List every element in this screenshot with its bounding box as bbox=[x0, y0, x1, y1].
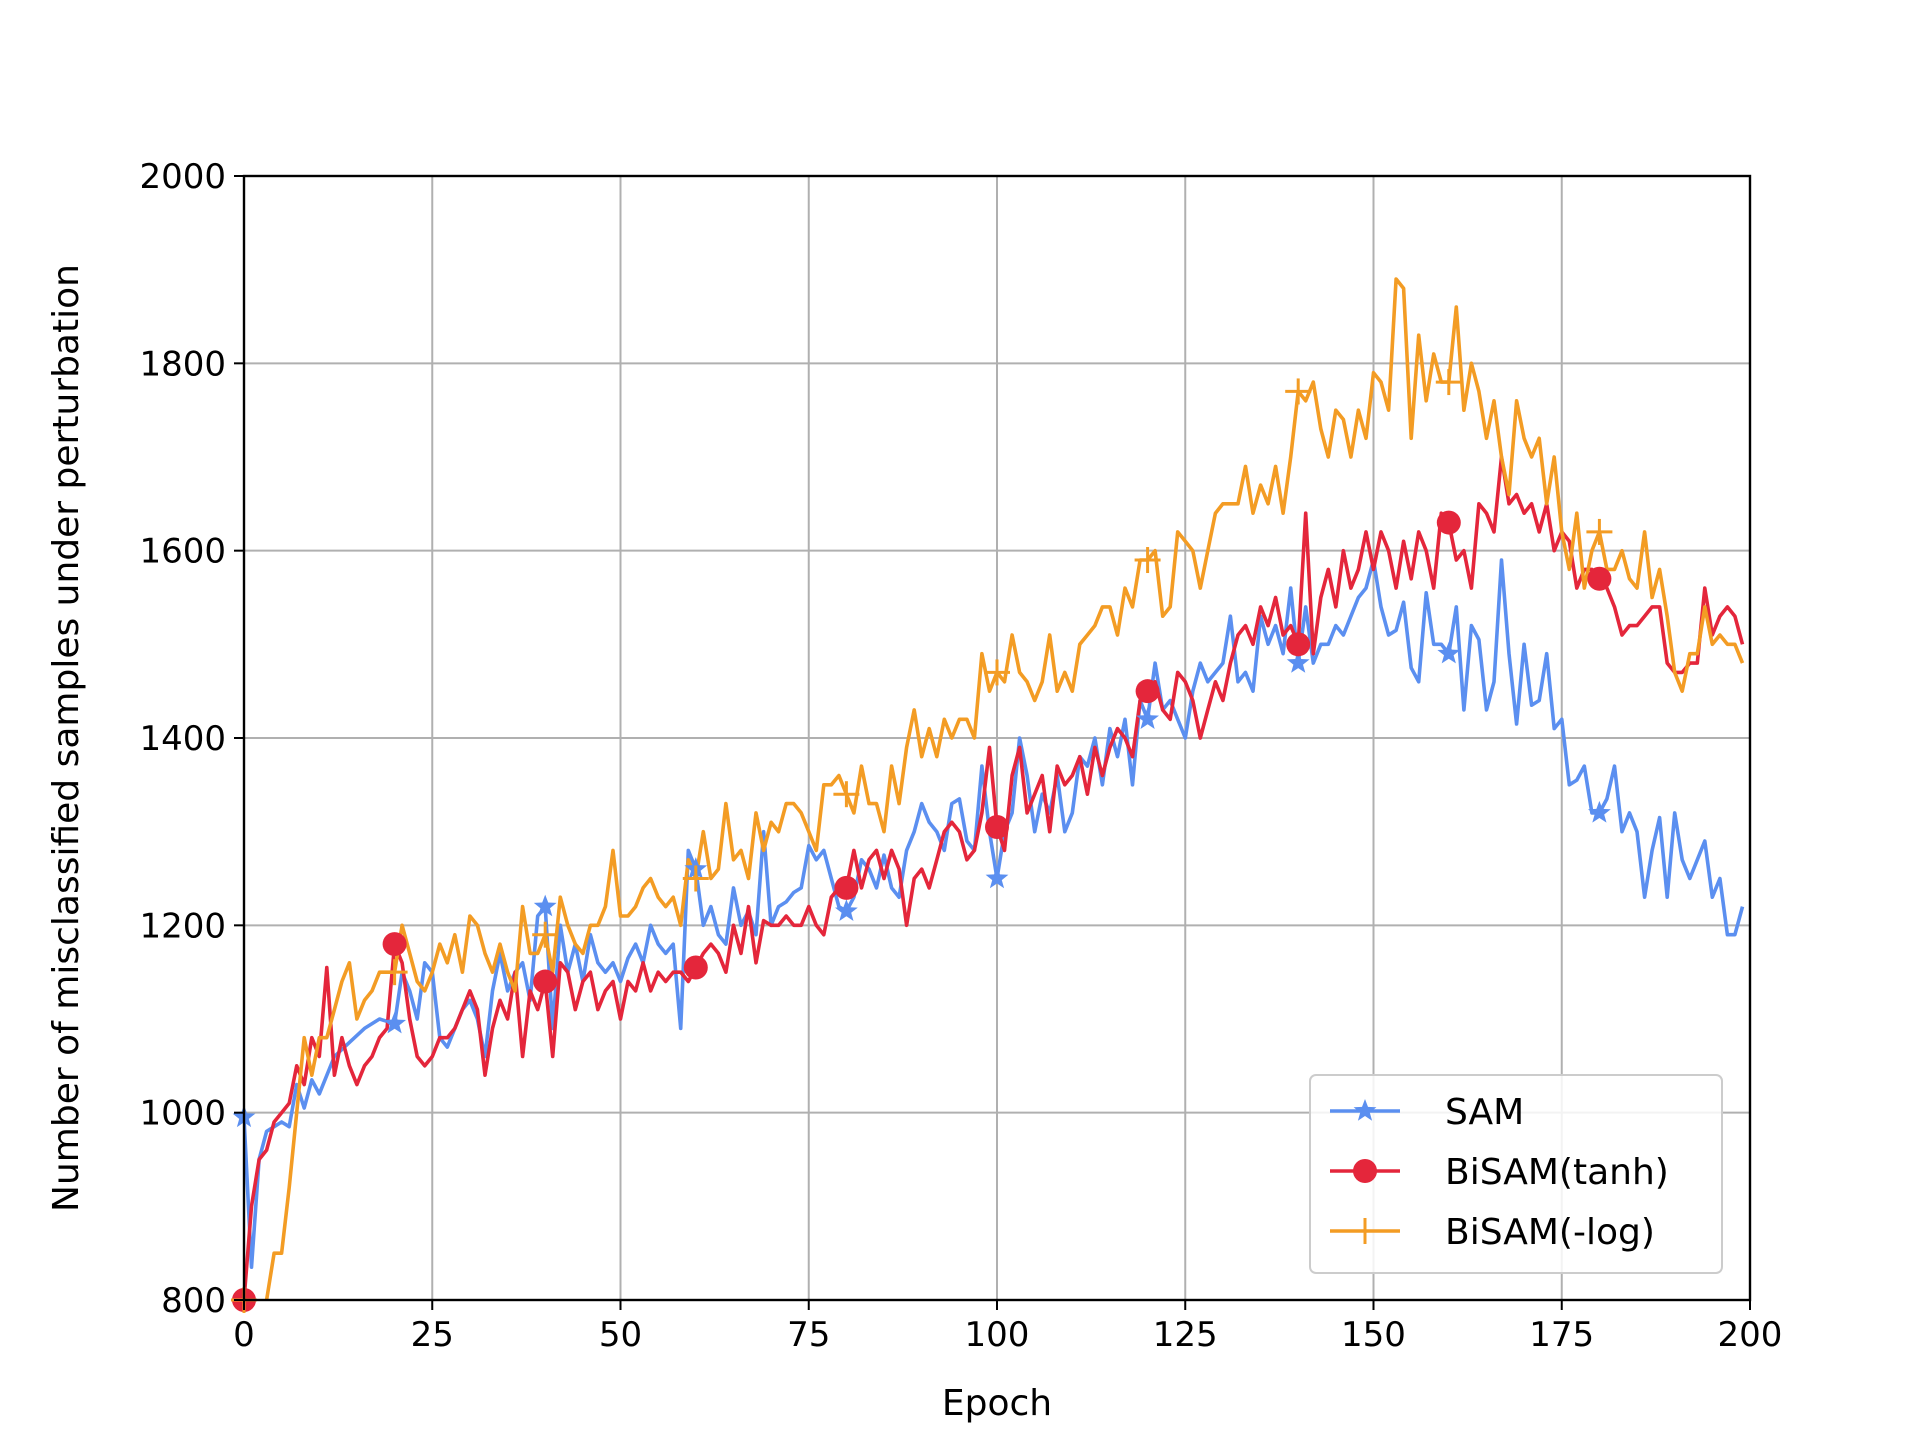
x-axis-label: Epoch bbox=[942, 1383, 1052, 1424]
series-2-marker bbox=[1586, 518, 1613, 545]
legend-item: BiSAM(-log) bbox=[1330, 1212, 1655, 1253]
legend-item: BiSAM(tanh) bbox=[1330, 1152, 1669, 1193]
series-1-marker bbox=[1286, 632, 1311, 657]
x-tick-label: 200 bbox=[1718, 1315, 1783, 1355]
legend-marker bbox=[1353, 1159, 1377, 1183]
series-1-marker bbox=[1587, 566, 1612, 591]
series-1-marker bbox=[683, 955, 708, 980]
y-tick-label: 1000 bbox=[139, 1094, 226, 1134]
series-1-line bbox=[244, 455, 1745, 1300]
legend-label: BiSAM(-log) bbox=[1445, 1212, 1655, 1253]
series-0-marker bbox=[533, 894, 557, 917]
series-2-line bbox=[244, 277, 1745, 1300]
x-tick-label: 100 bbox=[965, 1315, 1030, 1355]
legend-marker bbox=[1352, 1218, 1378, 1244]
x-tick-label: 0 bbox=[233, 1315, 255, 1355]
series-1-marker bbox=[533, 969, 558, 994]
y-tick-label: 1800 bbox=[139, 344, 226, 384]
series-0-marker bbox=[985, 866, 1009, 889]
y-tick-label: 800 bbox=[161, 1281, 226, 1321]
legend-box bbox=[1309, 1074, 1723, 1274]
series-0-marker bbox=[835, 899, 858, 921]
legend-label: SAM bbox=[1445, 1092, 1524, 1133]
x-tick-label: 25 bbox=[411, 1315, 454, 1355]
y-tick-label: 2000 bbox=[139, 157, 226, 197]
series-0-marker bbox=[1136, 707, 1159, 729]
series-2-marker bbox=[532, 921, 559, 948]
series-2-marker bbox=[682, 865, 709, 892]
x-tick-label: 125 bbox=[1153, 1315, 1218, 1355]
x-tick-label: 150 bbox=[1341, 1315, 1406, 1355]
series-1-marker bbox=[382, 932, 407, 957]
y-tick-label: 1200 bbox=[139, 906, 226, 946]
series-1-marker bbox=[985, 814, 1009, 839]
x-tick-label: 75 bbox=[787, 1315, 830, 1355]
legend-label: BiSAM(tanh) bbox=[1445, 1152, 1669, 1193]
series-1-marker bbox=[834, 875, 859, 900]
series-0-marker bbox=[1588, 800, 1611, 823]
marker-layer bbox=[231, 369, 1613, 1313]
y-axis-label: Number of misclassified samples under pe… bbox=[46, 264, 87, 1212]
ticks: 0 25 50 75 100 125 150 175 200 800 1000 1200 1400 160… bbox=[139, 157, 1782, 1355]
series-1-marker bbox=[1436, 510, 1461, 535]
legend-item: SAM bbox=[1330, 1092, 1524, 1133]
series-2-marker bbox=[1285, 378, 1312, 405]
series-2-marker bbox=[984, 659, 1010, 686]
series-0-marker bbox=[1437, 641, 1461, 664]
y-tick-label: 1600 bbox=[139, 532, 226, 572]
series-2-marker bbox=[1134, 547, 1161, 574]
series-0-marker bbox=[1286, 651, 1310, 673]
series-2-marker bbox=[1435, 369, 1462, 396]
y-tick-label: 1400 bbox=[139, 719, 226, 759]
legend: SAM BiSAM(tanh) BiSAM(-log) bbox=[1309, 1074, 1723, 1274]
series-2-marker bbox=[833, 781, 860, 808]
legend-marker bbox=[1353, 1099, 1377, 1121]
series-2-marker bbox=[381, 959, 408, 986]
series-0-marker bbox=[383, 1011, 406, 1034]
series-1-marker bbox=[1135, 679, 1160, 704]
series-0-line bbox=[244, 558, 1745, 1269]
series-layer bbox=[244, 277, 1745, 1300]
x-tick-label: 50 bbox=[599, 1315, 642, 1355]
x-tick-label: 175 bbox=[1529, 1315, 1594, 1355]
